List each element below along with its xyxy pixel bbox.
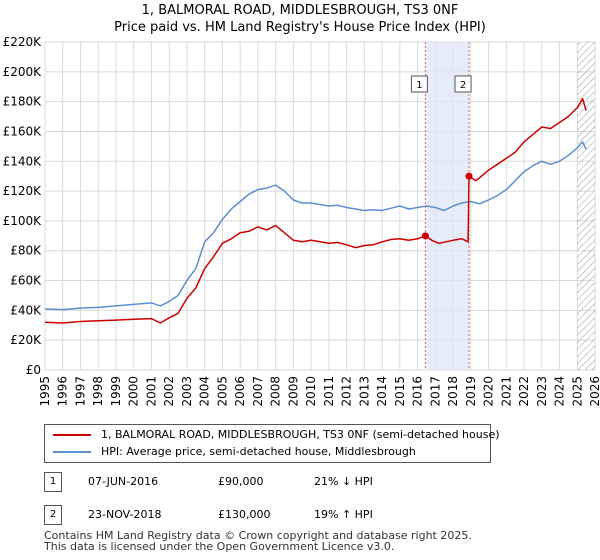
x-tick-label: 2014 <box>375 376 389 407</box>
transaction-number: 1 <box>44 472 62 492</box>
transaction-hpi-diff: 21% ↓ HPI <box>314 475 373 488</box>
x-tick-label: 2018 <box>446 376 460 407</box>
annotation-box-1 <box>410 75 428 93</box>
x-tick-label: 2009 <box>286 376 300 407</box>
x-tick-label: 2025 <box>570 376 584 407</box>
title-line-1: 1, BALMORAL ROAD, MIDDLESBROUGH, TS3 0NF <box>141 3 459 18</box>
y-tick-label: £60K <box>10 274 42 288</box>
y-tick-label: £200K <box>3 65 43 79</box>
x-tick-label: 2023 <box>535 376 549 407</box>
annotation-label-1: 1 <box>416 80 422 91</box>
x-tick-label: 2011 <box>322 376 336 407</box>
footer-copyright: Contains HM Land Registry data © Crown c… <box>44 529 472 542</box>
x-tick-label: 2026 <box>588 376 600 407</box>
y-axis: £0 £20K £40K £60K £80K £100K £120K £140K £160K £1… <box>3 35 43 377</box>
sale-points <box>421 172 473 240</box>
x-tick-label: 2005 <box>215 376 229 407</box>
y-tick-label: £140K <box>3 154 43 168</box>
x-tick-label: 2006 <box>233 376 247 407</box>
legend: 1, BALMORAL ROAD, MIDDLESBROUGH, TS3 0NF… <box>44 424 500 463</box>
x-tick-label: 2015 <box>393 376 407 407</box>
y-tick-label: £80K <box>10 244 42 258</box>
footer: Contains HM Land Registry data © Crown c… <box>44 530 472 552</box>
hpi-line <box>45 141 587 311</box>
y-tick-label: £180K <box>3 95 43 109</box>
x-axis: 1995 1996 1997 1998 1999 2000 2001 2002 2003 2004… <box>38 376 600 407</box>
x-tick-label: 1997 <box>73 376 87 407</box>
y-tick-label: £220K <box>3 35 43 49</box>
x-tick-label: 2007 <box>251 376 265 407</box>
y-tick-label: £0 <box>26 363 41 377</box>
transaction-price: £130,000 <box>218 508 271 521</box>
legend-label-hpi: HPI: Average price, semi-detached house,… <box>101 445 416 458</box>
transaction-hpi-diff: 19% ↑ HPI <box>314 508 373 521</box>
x-tick-label: 1998 <box>91 376 105 407</box>
legend-label-property: 1, BALMORAL ROAD, MIDDLESBROUGH, TS3 0NF… <box>101 428 500 441</box>
transaction-date: 07-JUN-2016 <box>88 475 159 488</box>
y-tick-label: £120K <box>3 184 43 198</box>
x-tick-label: 2008 <box>269 376 283 407</box>
annotation-box-2 <box>454 75 472 93</box>
x-tick-label: 1996 <box>56 376 70 407</box>
y-tick-label: £20K <box>10 333 42 347</box>
x-tick-label: 2001 <box>144 376 158 407</box>
x-tick-label: 2010 <box>304 376 318 407</box>
forecast-hatch <box>577 42 595 370</box>
y-tick-label: £100K <box>3 214 43 228</box>
x-tick-label: 2003 <box>180 376 194 407</box>
x-tick-label: 2024 <box>553 376 567 407</box>
chart-title: 1, BALMORAL ROAD, MIDDLESBROUGH, TS3 0NF… <box>0 2 600 36</box>
x-tick-label: 2012 <box>340 376 354 407</box>
transaction-date: 23-NOV-2018 <box>88 508 162 521</box>
x-tick-label: 2004 <box>198 376 212 407</box>
x-tick-label: 2022 <box>517 376 531 407</box>
legend-swatch-hpi <box>53 451 91 453</box>
plot-area <box>44 41 596 371</box>
x-tick-label: 2002 <box>162 376 176 407</box>
x-tick-label: 2021 <box>499 376 513 407</box>
title-line-2: Price paid vs. HM Land Registry's House … <box>114 20 486 35</box>
x-tick-label: 1995 <box>38 376 52 407</box>
x-tick-label: 2020 <box>482 376 496 407</box>
sale-period-shade <box>425 42 470 370</box>
footer-licence: This data is licensed under the Open Gov… <box>44 540 395 553</box>
x-tick-label: 2019 <box>464 376 478 407</box>
x-tick-label: 2013 <box>357 376 371 407</box>
sale-point-1 <box>421 232 429 240</box>
y-tick-label: £160K <box>3 124 43 138</box>
x-tick-label: 2017 <box>428 376 442 407</box>
transaction-number: 2 <box>44 505 62 525</box>
transaction-price: £90,000 <box>218 475 264 488</box>
annotation-label-2: 2 <box>460 80 466 91</box>
x-tick-label: 2000 <box>127 376 141 407</box>
property-price-line <box>45 97 587 324</box>
sale-point-2 <box>465 172 473 180</box>
x-tick-label: 2016 <box>411 376 425 407</box>
y-tick-label: £40K <box>10 303 42 317</box>
series <box>45 97 587 324</box>
x-tick-label: 1999 <box>109 376 123 407</box>
legend-swatch-property <box>53 434 91 436</box>
